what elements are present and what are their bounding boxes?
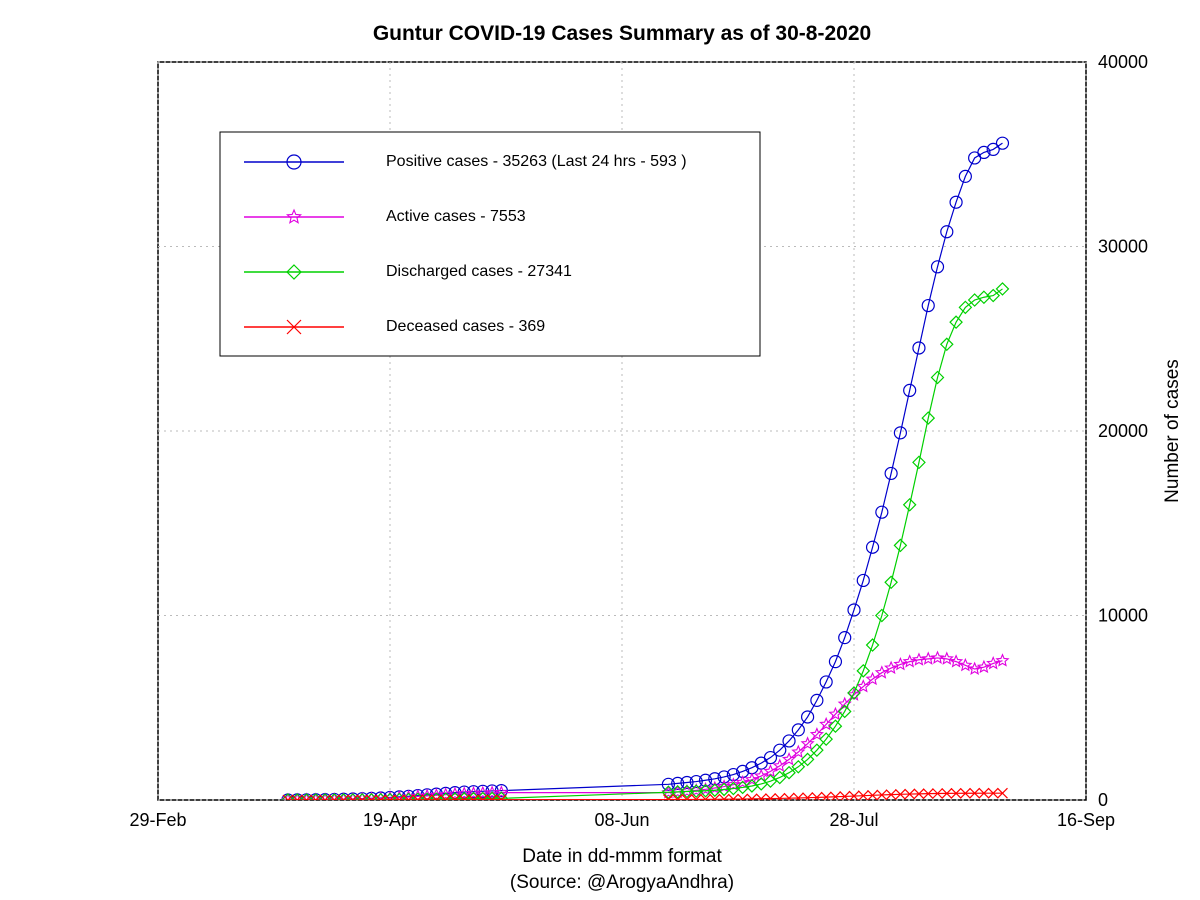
y-tick-label: 40000	[1098, 52, 1148, 72]
legend-label: Deceased cases - 369	[386, 318, 545, 335]
chart-title: Guntur COVID-19 Cases Summary as of 30-8…	[373, 22, 871, 45]
x-tick-label: 29-Feb	[129, 810, 186, 830]
y-tick-label: 0	[1098, 790, 1108, 810]
legend-label: Active cases - 7553	[386, 208, 526, 225]
x-tick-label: 28-Jul	[829, 810, 878, 830]
x-tick-label: 16-Sep	[1057, 810, 1115, 830]
y-tick-label: 10000	[1098, 606, 1148, 626]
chart-container: 29-Feb 19-Apr 08-Jun 28-Jul 16-Sep0 10000 2000…	[0, 0, 1200, 900]
x-axis-source: (Source: @ArogyaAndhra)	[510, 872, 734, 893]
x-tick-label: 19-Apr	[363, 810, 417, 830]
x-axis-label: Date in dd-mmm format	[522, 846, 722, 867]
legend: Positive cases - 35263 (Last 24 hrs - 59…	[220, 132, 760, 356]
chart-svg: 29-Feb 19-Apr 08-Jun 28-Jul 16-Sep0 10000 2000…	[0, 0, 1200, 900]
y-tick-label: 30000	[1098, 237, 1148, 257]
legend-label: Discharged cases - 27341	[386, 263, 572, 280]
y-axis-label: Number of cases	[1162, 359, 1183, 503]
x-tick-label: 08-Jun	[594, 810, 649, 830]
legend-label: Positive cases - 35263 (Last 24 hrs - 59…	[386, 153, 687, 170]
y-tick-label: 20000	[1098, 421, 1148, 441]
